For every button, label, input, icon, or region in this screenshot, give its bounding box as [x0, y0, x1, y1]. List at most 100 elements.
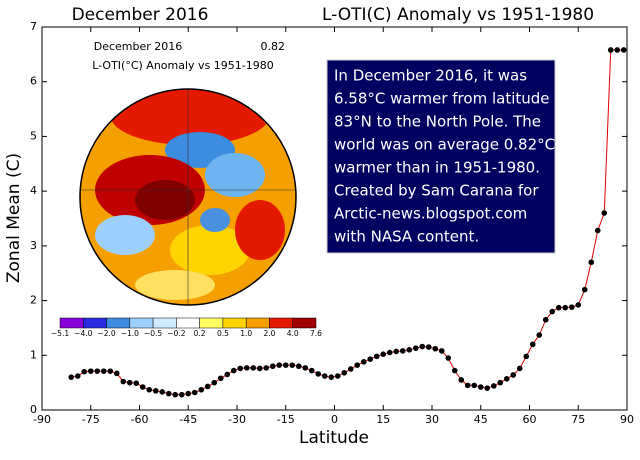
data-point [464, 382, 471, 389]
y-tick-label: 6 [30, 75, 37, 88]
data-point [230, 367, 237, 374]
colorbar-label: −0.2 [167, 329, 185, 338]
data-point [399, 348, 406, 354]
data-point [536, 332, 543, 338]
colorbar-cell [222, 317, 247, 329]
y-tick-label: 4 [30, 184, 37, 197]
x-tick-label: 0 [331, 413, 338, 426]
inset-mean: 0.82 [261, 40, 286, 53]
data-point [607, 47, 614, 53]
data-point [126, 379, 133, 386]
data-point [256, 365, 263, 372]
data-point [562, 304, 569, 311]
annotation-line: warmer than in 1951-1980. [334, 159, 540, 177]
colorbar-label: 2.0 [263, 329, 275, 338]
y-tick-label: 1 [30, 348, 37, 361]
annotation-line: world was on average 0.82°C [334, 136, 555, 154]
data-point [276, 362, 283, 368]
data-point [367, 356, 374, 362]
data-point [94, 368, 101, 374]
data-point [269, 363, 276, 370]
data-point [380, 351, 387, 357]
colorbar-label: 7.6 [310, 329, 322, 338]
data-point [393, 348, 400, 355]
data-point [250, 365, 257, 371]
colorbar-cell [292, 317, 317, 329]
annotation-line: Arctic-news.blogspot.com [334, 205, 527, 223]
data-point [172, 391, 179, 398]
data-point [282, 362, 289, 368]
data-point [315, 371, 322, 377]
colorbar-label: −1.0 [121, 329, 139, 338]
annotation-line: with NASA content. [334, 228, 479, 246]
colorbar-label: −2.0 [97, 329, 115, 338]
colorbar-cell [59, 317, 84, 329]
x-tick-label: 90 [620, 413, 634, 426]
data-point [588, 259, 595, 266]
data-point [360, 359, 367, 365]
x-tick-label: -30 [228, 413, 246, 426]
data-point [237, 365, 244, 372]
data-point [549, 308, 556, 315]
data-point [204, 383, 211, 390]
data-point [308, 367, 315, 374]
data-point [74, 373, 81, 379]
data-point [620, 47, 627, 53]
data-point [529, 341, 536, 348]
data-point [575, 302, 582, 308]
y-tick-label: 2 [30, 294, 37, 307]
data-point [601, 210, 608, 216]
data-point [146, 386, 153, 393]
data-point [211, 379, 218, 386]
colorbar-cell [83, 317, 107, 329]
colorbar-cell [269, 317, 293, 329]
data-point [152, 388, 159, 394]
data-point [100, 368, 107, 374]
data-point [412, 345, 419, 351]
data-point [432, 345, 439, 352]
data-point [159, 389, 166, 395]
data-point [302, 365, 309, 371]
data-point [497, 379, 504, 386]
x-tick-label: 60 [523, 413, 537, 426]
data-point [484, 385, 491, 391]
title-left: December 2016 [72, 5, 209, 25]
annotation-box [326, 59, 556, 254]
data-point [614, 47, 621, 53]
x-tick-label: 45 [474, 413, 488, 426]
colorbar-cell [129, 317, 154, 329]
x-tick-label: -45 [179, 413, 197, 426]
colorbar-cell [152, 317, 177, 329]
data-point [373, 353, 380, 360]
globe [80, 89, 296, 305]
data-point [581, 286, 588, 293]
data-point [438, 348, 445, 354]
data-point [87, 368, 94, 374]
data-point [445, 355, 452, 361]
data-point [490, 383, 497, 389]
x-tick-label: -60 [131, 413, 149, 426]
x-tick-label: -90 [33, 413, 51, 426]
data-point [289, 362, 296, 368]
colorbar-label: −0.5 [144, 329, 162, 338]
data-point [198, 386, 205, 393]
data-point [113, 370, 120, 377]
x-tick-label: 30 [425, 413, 439, 426]
data-point [406, 347, 413, 353]
x-tick-label: -15 [277, 413, 295, 426]
data-point [510, 372, 517, 378]
data-point [68, 374, 75, 380]
data-point [341, 369, 348, 376]
inset-subtitle: L-OTI(°C) Anomaly vs 1951-1980 [92, 59, 274, 72]
data-point [334, 373, 341, 379]
inset-map: December 2016 0.82 L-OTI(°C) Anomaly vs … [51, 40, 322, 338]
title-right: L-OTI(C) Anomaly vs 1951-1980 [322, 5, 594, 25]
data-point [107, 368, 114, 374]
x-tick-label: 75 [571, 413, 585, 426]
annotation-line: 83°N to the North Pole. The [334, 113, 541, 131]
data-point [542, 316, 549, 323]
annotation-line: 6.58°C warmer from latitude [334, 90, 550, 108]
data-point [321, 373, 328, 379]
data-point [178, 391, 185, 398]
y-tick-label: 3 [30, 239, 37, 252]
